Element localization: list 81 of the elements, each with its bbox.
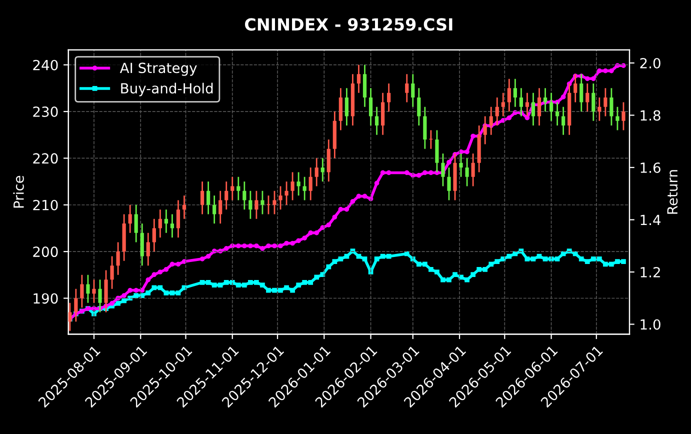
candlestick [586,82,590,112]
candlestick [242,180,246,210]
y-tick-label: 220 [33,153,58,164]
y-tick-label: 200 [33,246,58,258]
y2-tick-label: 1.0 [640,319,660,330]
candlestick [610,87,614,126]
candlestick [164,208,168,234]
candlestick [604,87,608,117]
candlestick [616,106,620,131]
candlestick [146,232,150,266]
candlestick [140,222,144,266]
candlestick [326,138,330,182]
y2-tick-label: 1.4 [640,214,661,226]
candlestick [224,180,228,210]
candlestick [176,200,180,238]
y-tick-label: 240 [33,60,58,70]
candlestick [411,73,415,108]
candlestick [206,180,210,215]
candlestick [374,106,379,136]
y-tick-label: 210 [33,200,58,210]
candlestick [260,190,264,215]
candlestick [158,208,162,238]
candlestick [278,186,282,210]
candlestick [344,87,349,126]
candlestick [116,242,120,276]
y2-tick-label: 2.0 [640,58,660,68]
candlestick [236,176,240,201]
legend-label: AI Strategy [120,62,197,76]
candlestick [471,152,475,187]
candlestick [501,92,505,117]
candlestick [320,158,324,182]
y2-tick-label: 1.6 [640,162,660,173]
y2-tick-label: 1.2 [640,266,660,278]
candlestick [314,158,318,187]
candlestick [134,204,138,243]
candlestick [296,172,300,196]
candlestick [513,78,517,108]
candlestick [598,96,602,122]
candlestick [254,190,258,220]
candlestick [212,194,216,224]
candlestick [417,87,421,126]
candlestick [290,172,294,201]
chart-title: CNINDEX - 931259.CSI [245,18,452,31]
candlestick [170,214,174,238]
candlestick [92,278,96,304]
candlestick [266,194,270,215]
candlestick [80,274,84,308]
candlestick [592,82,596,122]
candlestick [555,101,560,126]
candlestick [284,180,288,206]
candlestick [272,190,276,215]
candlestick [200,180,204,215]
candlestick [230,176,234,201]
candlestick [152,218,156,252]
candlestick [447,166,451,201]
candlestick [362,64,367,108]
candlestick [182,194,186,220]
y-axis-title: Price [13,176,24,208]
y2-tick-label: 1.8 [640,110,660,121]
candlestick [356,64,361,94]
candlestick [308,166,312,201]
y-tick-label: 190 [34,293,58,304]
y2-axis-title: Return [667,170,678,214]
candlestick [368,87,373,126]
candlestick [423,106,427,150]
candlestick [405,73,409,103]
candlestick [562,106,566,136]
candlestick [128,204,132,234]
candlestick [387,82,391,112]
candlestick [507,78,511,112]
candlestick [380,92,385,136]
candlestick [338,87,342,131]
candlestick [465,158,469,187]
candlestick [622,101,626,131]
legend-label: Buy-and-Hold [121,82,213,96]
candlestick [110,256,114,290]
candlestick [86,274,90,304]
candlestick [302,176,306,201]
candlestick [248,190,252,220]
y-tick-label: 230 [33,106,58,117]
candlestick [218,190,222,224]
